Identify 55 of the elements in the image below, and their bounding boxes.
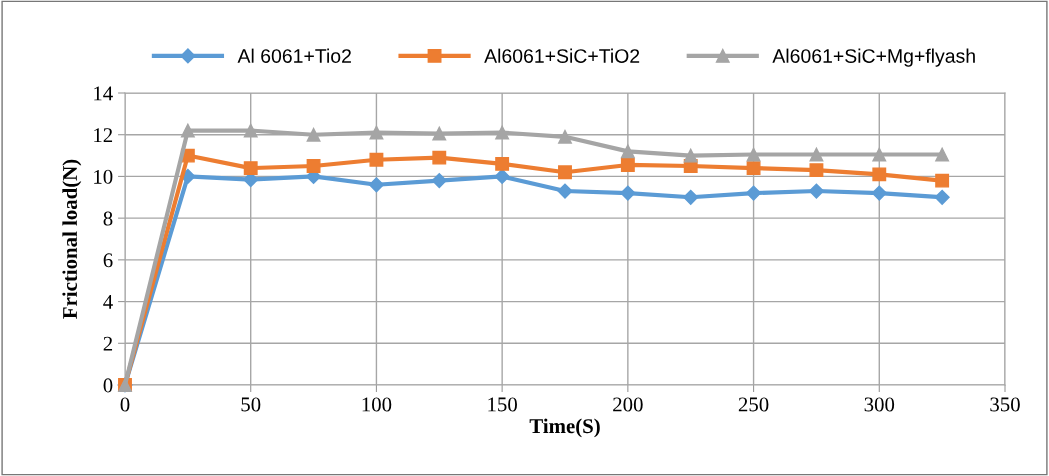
point: [683, 189, 699, 205]
x-tick-label: 100: [362, 397, 392, 412]
point: [180, 123, 195, 138]
x-axis-title: Time(S): [529, 418, 600, 438]
point: [620, 185, 636, 201]
point: [432, 126, 447, 141]
y-tick-label: 10: [94, 169, 113, 184]
point: [871, 185, 887, 201]
y-tick-label: 8: [103, 211, 113, 226]
legend-label: Al6061+SiC+Mg+flyash: [772, 48, 975, 67]
point: [306, 127, 321, 142]
point: [369, 125, 384, 140]
x-tick-label: 250: [738, 397, 769, 412]
point: [306, 159, 321, 173]
point: [620, 158, 635, 172]
point: [558, 165, 572, 180]
x-tick-label: 300: [864, 397, 895, 412]
point: [683, 148, 698, 163]
point: [432, 150, 447, 165]
point: [872, 147, 887, 162]
point: [746, 161, 761, 176]
point: [368, 177, 384, 193]
x-tick-label: 150: [488, 397, 517, 412]
point: [558, 129, 572, 144]
point: [935, 147, 950, 162]
point: [431, 173, 447, 189]
point: [620, 144, 635, 159]
point: [243, 161, 258, 176]
point: [369, 152, 384, 167]
x-tick-label: 50: [241, 397, 261, 412]
point: [243, 123, 258, 138]
point: [934, 189, 950, 205]
point: [935, 173, 950, 188]
legend-label: Al 6061+Tio2: [237, 48, 351, 63]
point: [746, 185, 762, 201]
y-tick-label: 12: [94, 128, 113, 142]
point: [809, 147, 824, 162]
point: [557, 183, 573, 199]
y-tick-label: 2: [103, 336, 113, 351]
point: [809, 163, 824, 178]
y-tick-label: 4: [103, 295, 113, 309]
legend-label: Al6061+SiC+TiO2: [484, 48, 640, 63]
point: [746, 147, 761, 162]
point: [495, 156, 510, 171]
x-tick-label: 350: [990, 397, 1020, 412]
x-tick-label: 200: [613, 397, 643, 412]
x-tick-label: 0: [120, 397, 130, 412]
point: [808, 183, 824, 199]
y-axis-title: Frictional load(N): [62, 159, 82, 319]
point: [872, 167, 887, 182]
point: [495, 125, 510, 140]
y-tick-label: 14: [94, 86, 113, 101]
point: [494, 168, 510, 184]
y-tick-label: 0: [103, 378, 113, 393]
y-tick-label: 6: [103, 253, 113, 268]
